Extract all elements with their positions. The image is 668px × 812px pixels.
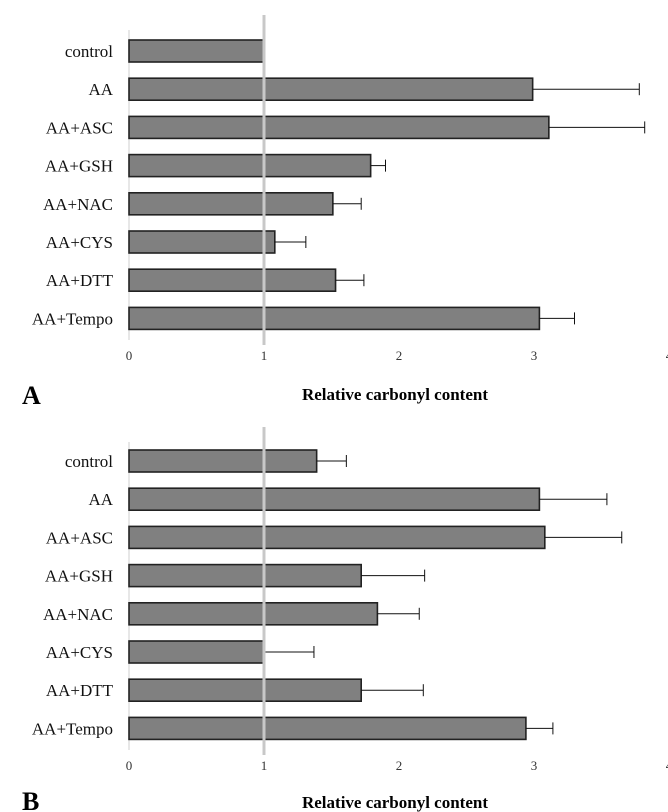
- bar: [128, 230, 276, 254]
- category-label: AA: [88, 80, 113, 99]
- bar: [128, 640, 265, 664]
- bar: [128, 115, 550, 140]
- x-axis-title: Relative carbonyl content: [302, 385, 488, 404]
- category-label: AA+CYS: [46, 643, 113, 662]
- category-label: AA+Tempo: [32, 309, 113, 328]
- category-label: AA+ASC: [46, 118, 113, 137]
- category-label: AA+Tempo: [32, 719, 113, 738]
- bar: [128, 153, 372, 178]
- category-label: AA: [88, 490, 113, 509]
- category-label: control: [65, 452, 113, 471]
- bar: [128, 449, 318, 473]
- category-label: control: [65, 42, 113, 61]
- bar: [128, 601, 379, 626]
- category-label: AA+GSH: [45, 567, 113, 586]
- category-label: AA+DTT: [46, 681, 114, 700]
- x-tick-label: 2: [396, 758, 403, 773]
- category-label: AA+DTT: [46, 271, 114, 290]
- x-tick-label: 4: [666, 758, 668, 773]
- category-label: AA+NAC: [43, 195, 113, 214]
- panel-label: B: [22, 787, 39, 812]
- category-label: AA+GSH: [45, 157, 113, 176]
- bar: [128, 192, 334, 216]
- bar: [128, 268, 337, 293]
- bar: [128, 487, 541, 512]
- category-label: AA+NAC: [43, 605, 113, 624]
- panel-label: A: [22, 381, 41, 410]
- bar: [128, 563, 362, 588]
- bar: [128, 306, 541, 331]
- x-tick-label: 4: [666, 348, 668, 363]
- bar: [128, 716, 527, 741]
- bar: [128, 77, 534, 101]
- x-tick-label: 3: [531, 758, 538, 773]
- category-label: AA+CYS: [46, 233, 113, 252]
- chart-panel-b: control AA AA+ASC AA+GSH AA+NAC AA+CYS AA+DTT A…: [22, 427, 668, 812]
- x-tick-label: 3: [531, 348, 538, 363]
- category-label: AA+ASC: [46, 528, 113, 547]
- x-tick-label: 1: [261, 758, 268, 773]
- x-tick-label: 0: [126, 758, 133, 773]
- bar: [128, 525, 546, 550]
- chart-panel-a: control AA AA+ASC AA+GSH AA+NAC AA+CYS AA+DTT A…: [22, 15, 668, 410]
- x-axis-title: Relative carbonyl content: [302, 793, 488, 812]
- bar: [128, 39, 265, 63]
- x-tick-label: 0: [126, 348, 133, 363]
- x-tick-label: 2: [396, 348, 403, 363]
- x-tick-label: 1: [261, 348, 268, 363]
- bar: [128, 678, 362, 703]
